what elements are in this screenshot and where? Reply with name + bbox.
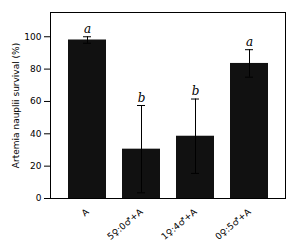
svg-text:Artemia nauplii survival (%): Artemia nauplii survival (%) [11,43,21,168]
svg-text:80: 80 [30,64,42,74]
svg-text:b: b [138,91,146,105]
svg-text:100: 100 [24,32,41,42]
svg-text:b: b [192,84,200,98]
svg-text:A: A [79,206,91,218]
svg-text:a: a [246,35,253,49]
svg-text:0: 0 [36,193,42,203]
svg-text:5♀:0♂+A: 5♀:0♂+A [105,206,145,242]
svg-text:0♀:5♂+A: 0♀:5♂+A [213,206,253,242]
svg-text:a: a [84,22,91,36]
svg-text:1♀:4♂+A: 1♀:4♂+A [159,206,199,242]
svg-text:20: 20 [30,161,42,171]
svg-text:60: 60 [30,96,42,106]
svg-text:40: 40 [30,129,42,139]
